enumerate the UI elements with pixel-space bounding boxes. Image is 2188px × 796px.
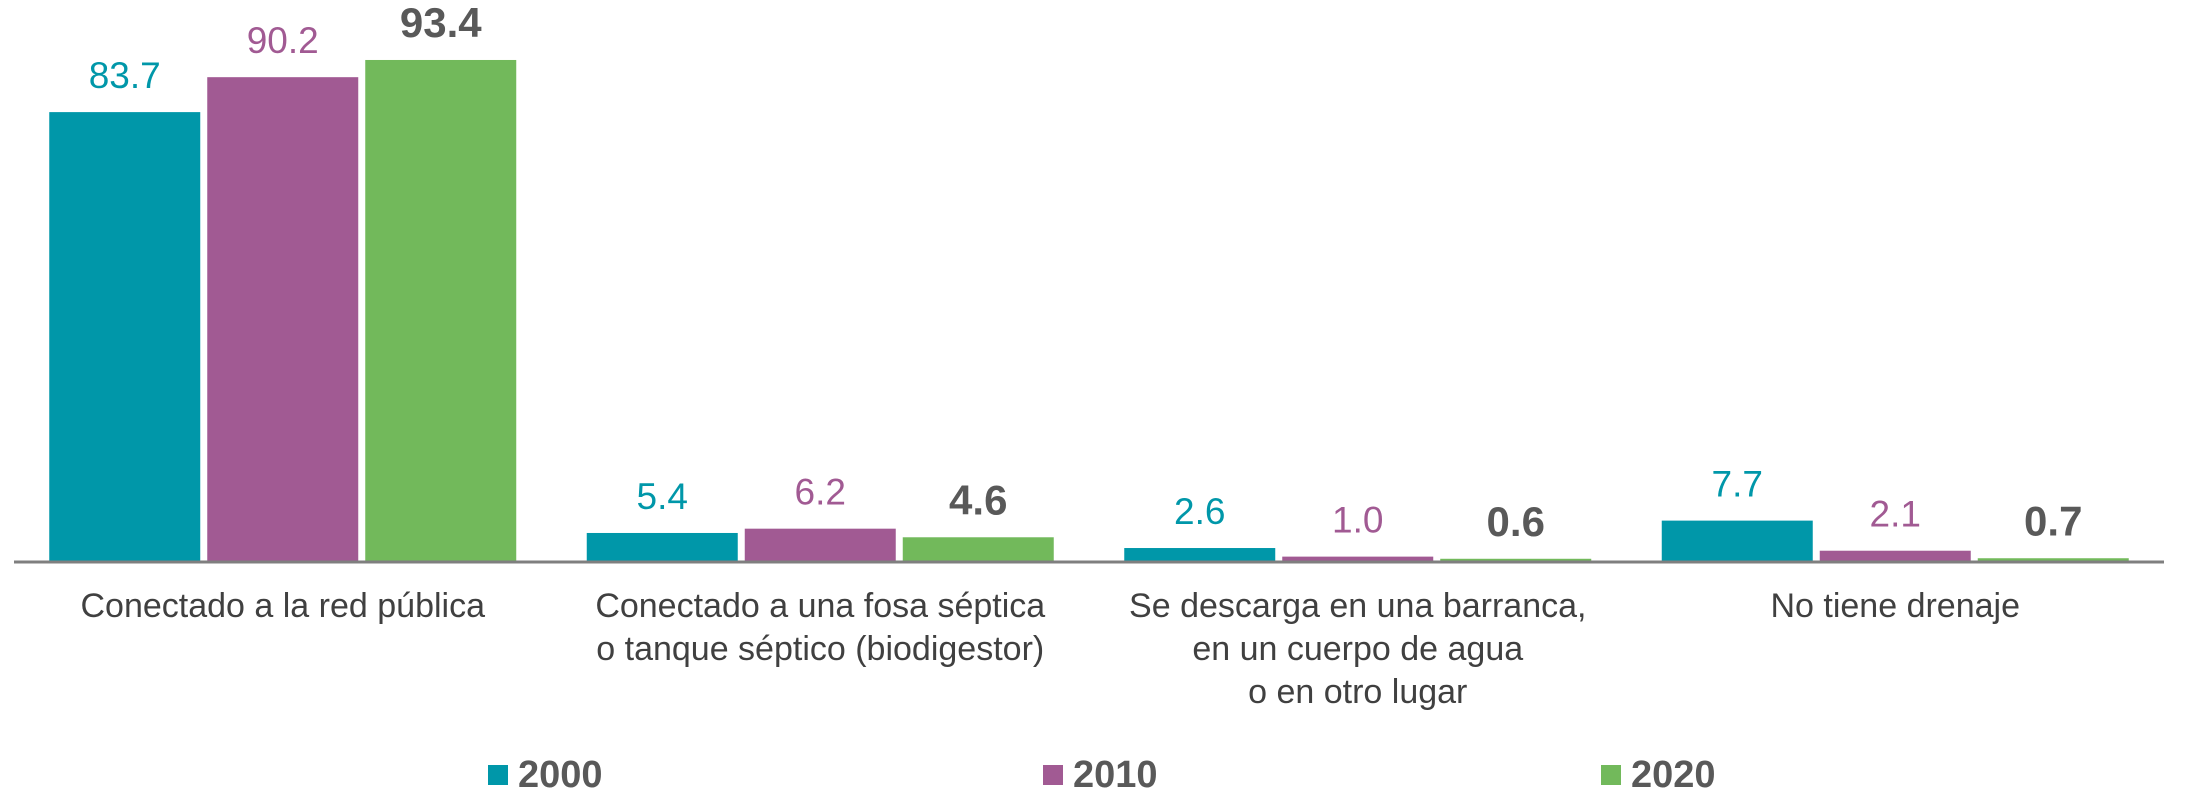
data-label: 4.6 — [949, 476, 1007, 523]
legend-swatch — [1601, 765, 1621, 785]
legend-label: 2020 — [1631, 754, 1716, 796]
data-label: 5.4 — [637, 476, 688, 517]
data-label: 6.2 — [795, 471, 846, 512]
data-label: 0.7 — [2024, 497, 2082, 544]
data-label: 0.6 — [1487, 498, 1545, 545]
category-label: o tanque séptico (biodigestor) — [596, 630, 1044, 668]
bar — [1440, 558, 1592, 562]
category-label: en un cuerpo de agua — [1192, 630, 1523, 668]
bar — [586, 532, 738, 562]
category-label: Conectado a la red pública — [81, 587, 486, 625]
bar — [1977, 558, 2129, 562]
category-label: Conectado a una fosa séptica — [595, 587, 1045, 625]
bar — [1661, 520, 1813, 562]
bar — [1819, 550, 1971, 562]
category-label: o en otro lugar — [1248, 673, 1467, 711]
data-label: 2.1 — [1870, 493, 1921, 534]
legend-swatch — [1043, 765, 1063, 785]
category-label: Se descarga en una barranca, — [1129, 587, 1586, 625]
data-label: 2.6 — [1174, 491, 1225, 532]
data-label: 90.2 — [247, 20, 319, 61]
bar — [49, 112, 201, 563]
data-label: 1.0 — [1332, 499, 1383, 540]
data-label: 93.4 — [400, 0, 482, 46]
bar — [744, 528, 896, 562]
bar — [365, 59, 517, 562]
legend-label: 2000 — [518, 754, 603, 796]
legend-label: 2010 — [1073, 754, 1158, 796]
legend-swatch — [488, 765, 508, 785]
data-label: 83.7 — [89, 55, 161, 96]
category-label: No tiene drenaje — [1770, 587, 2020, 625]
bar — [1282, 556, 1434, 562]
bar — [207, 77, 359, 563]
bar — [902, 537, 1054, 562]
data-label: 7.7 — [1712, 463, 1763, 504]
bar — [1124, 548, 1276, 562]
